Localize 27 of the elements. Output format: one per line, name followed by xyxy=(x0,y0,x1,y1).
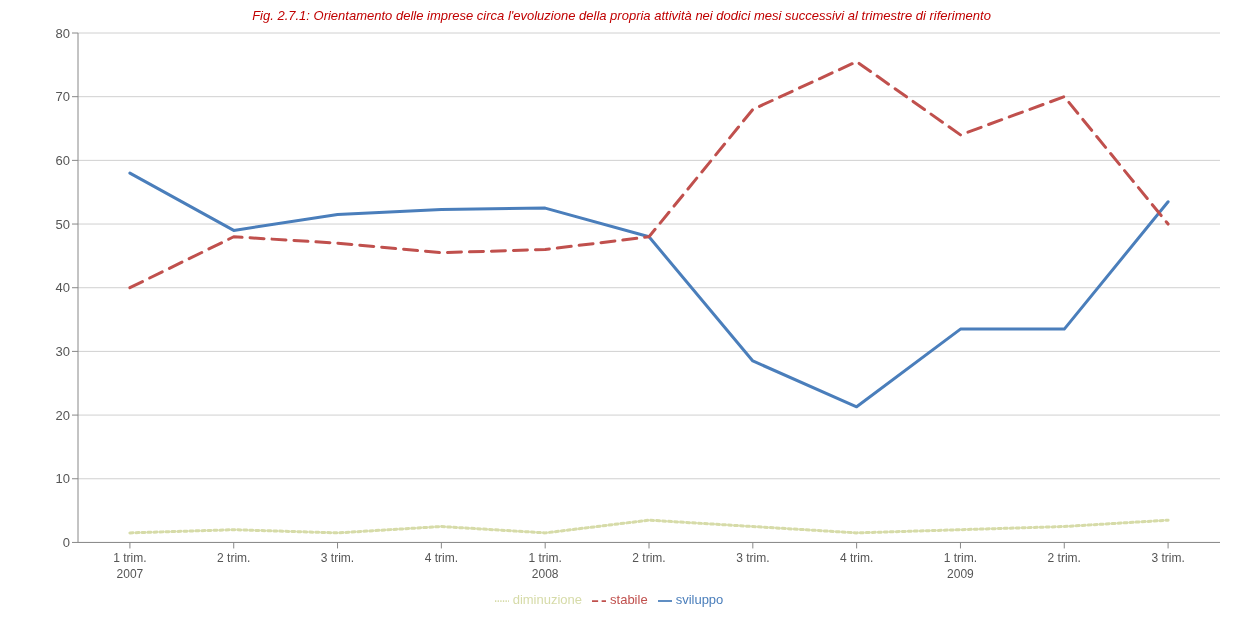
line-series xyxy=(128,518,1170,535)
x-tick-label: 3 trim. xyxy=(1151,551,1185,566)
y-tick-label: 30 xyxy=(55,344,70,360)
chart-title: Fig. 2.7.1: Orientamento delle imprese circa l'evoluzione della propria attività nei dodici mesi successivi al trimestre di riferimento xyxy=(251,8,992,23)
y-tick-label: 50 xyxy=(55,216,70,232)
y-tick-label: 60 xyxy=(55,152,70,168)
x-tick-label: 1 trim. 2009 xyxy=(943,551,978,582)
x-tick-label: 4 trim. xyxy=(424,551,459,566)
line-series xyxy=(128,60,1170,290)
x-tick-label: 1 trim. 2008 xyxy=(528,551,562,582)
legend-label: stabile xyxy=(610,592,648,608)
x-tick-label: 2 trim. xyxy=(1047,551,1081,566)
x-tick-label: 3 trim. xyxy=(320,551,355,566)
y-tick-label: 20 xyxy=(55,407,70,423)
x-tick-label: 2 trim. xyxy=(632,551,666,566)
legend-label: diminuzione xyxy=(512,592,583,608)
y-tick-label: 70 xyxy=(55,89,70,105)
line-series xyxy=(128,171,1170,409)
y-tick-label: 10 xyxy=(55,471,70,487)
y-tick-label: 40 xyxy=(55,280,70,296)
x-tick-label: 4 trim. xyxy=(839,551,874,566)
y-tick-label: 80 xyxy=(55,25,70,41)
x-tick-label: 3 trim. xyxy=(736,551,770,566)
x-tick-label: 2 trim. xyxy=(217,551,251,566)
y-tick-label: 0 xyxy=(62,535,70,551)
x-tick-label: 1 trim. 2007 xyxy=(113,551,147,582)
legend-label: sviluppo xyxy=(675,592,724,608)
